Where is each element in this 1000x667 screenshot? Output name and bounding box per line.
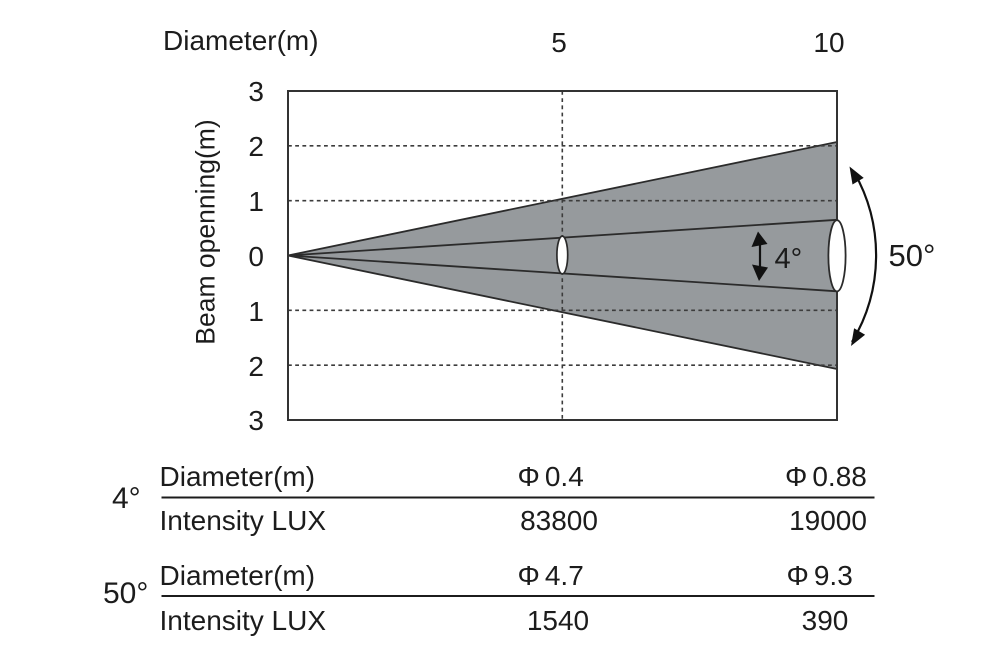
svg-text:0: 0 [248, 241, 264, 272]
svg-text:1: 1 [248, 296, 264, 327]
svg-text:1540: 1540 [527, 605, 589, 636]
svg-text:10: 10 [813, 27, 844, 58]
svg-text:83800: 83800 [520, 505, 598, 536]
svg-text:Diameter(m): Diameter(m) [160, 560, 316, 591]
svg-text:2: 2 [248, 131, 264, 162]
svg-text:5: 5 [551, 27, 567, 58]
svg-text:Φ0.4: Φ 0.4 [518, 461, 584, 492]
svg-text:3: 3 [248, 76, 264, 107]
svg-text:2: 2 [248, 351, 264, 382]
svg-text:Diameter(m): Diameter(m) [160, 461, 316, 492]
svg-text:4°: 4° [775, 243, 803, 275]
svg-text:Φ9.3: Φ 9.3 [787, 560, 853, 591]
svg-text:1: 1 [248, 186, 264, 217]
svg-text:Beam openning(m): Beam openning(m) [191, 119, 221, 344]
svg-text:3: 3 [248, 405, 264, 436]
svg-text:4°: 4° [112, 482, 141, 515]
svg-text:Intensity LUX: Intensity LUX [160, 605, 327, 636]
svg-text:19000: 19000 [789, 505, 867, 536]
svg-text:Intensity LUX: Intensity LUX [160, 505, 327, 536]
svg-text:50°: 50° [889, 238, 936, 273]
svg-text:390: 390 [802, 605, 849, 636]
svg-text:Φ4.7: Φ 4.7 [518, 560, 584, 591]
svg-text:Φ0.88: Φ 0.88 [785, 461, 867, 492]
svg-text:Diameter(m): Diameter(m) [163, 25, 319, 56]
svg-text:50°: 50° [103, 577, 148, 610]
